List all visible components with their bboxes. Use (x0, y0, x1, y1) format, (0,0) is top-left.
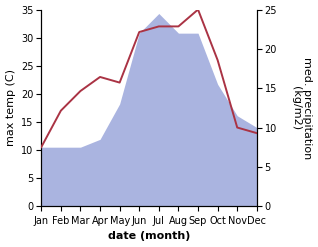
Y-axis label: med. precipitation
(kg/m2): med. precipitation (kg/m2) (291, 57, 313, 159)
X-axis label: date (month): date (month) (108, 231, 190, 242)
Y-axis label: max temp (C): max temp (C) (5, 69, 16, 146)
